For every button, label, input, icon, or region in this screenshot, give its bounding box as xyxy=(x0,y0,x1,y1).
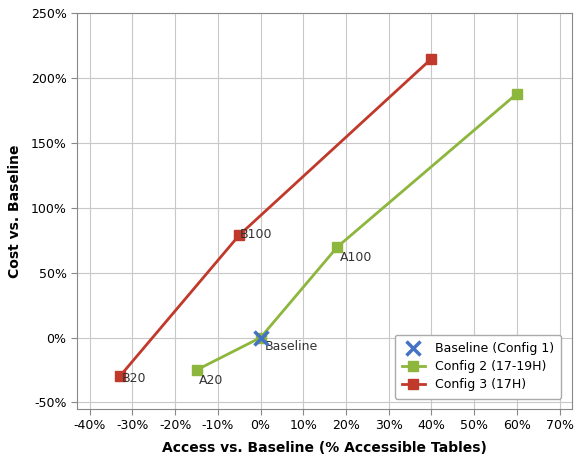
Text: A100: A100 xyxy=(340,251,372,264)
Text: Baseline: Baseline xyxy=(265,340,318,353)
Config 2 (17-19H) xyxy=(257,335,264,340)
Line: Config 3 (17H): Config 3 (17H) xyxy=(115,54,436,382)
Text: B20: B20 xyxy=(122,372,146,385)
Text: B100: B100 xyxy=(240,228,273,241)
Config 2 (17-19H) xyxy=(334,244,341,250)
Legend: Baseline (Config 1), Config 2 (17-19H), Config 3 (17H): Baseline (Config 1), Config 2 (17-19H), … xyxy=(395,335,561,399)
Config 2 (17-19H) xyxy=(514,91,521,96)
X-axis label: Access vs. Baseline (% Accessible Tables): Access vs. Baseline (% Accessible Tables… xyxy=(162,441,487,455)
Config 2 (17-19H) xyxy=(193,367,200,373)
Text: A20: A20 xyxy=(199,374,223,387)
Config 3 (17H) xyxy=(236,232,243,238)
Config 3 (17H) xyxy=(116,374,123,379)
Config 3 (17H) xyxy=(428,56,435,62)
Line: Config 2 (17-19H): Config 2 (17-19H) xyxy=(192,89,522,375)
Y-axis label: Cost vs. Baseline: Cost vs. Baseline xyxy=(8,144,22,278)
